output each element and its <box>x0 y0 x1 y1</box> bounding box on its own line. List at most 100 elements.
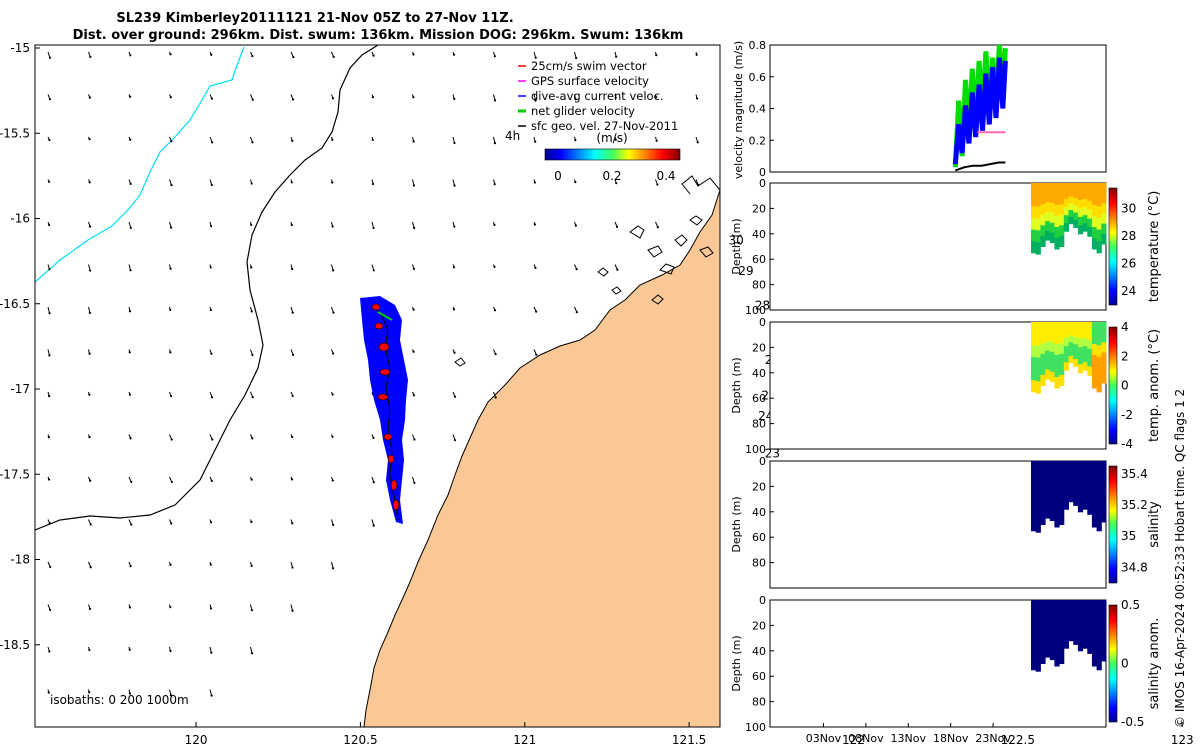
section-cell <box>1035 484 1041 498</box>
section-cell <box>1049 609 1055 621</box>
section-cell <box>1045 499 1051 510</box>
section-cell <box>1068 600 1074 608</box>
section-y-tick-label: 40 <box>752 506 766 519</box>
section-cell <box>1059 235 1065 247</box>
velocity-arrow-head <box>48 98 52 101</box>
section-cell <box>1054 205 1060 217</box>
section-cell <box>1054 461 1060 473</box>
section-cell <box>1040 471 1046 483</box>
map-axes: 120120.5121121.5122122.5123123.5-15-15.5… <box>0 41 1194 747</box>
section-colorbar-tick-label: -0.5 <box>1121 715 1144 729</box>
section-cell <box>1096 600 1102 613</box>
section-cell <box>1059 353 1065 365</box>
section-cell <box>1101 461 1107 472</box>
section-cell <box>1063 493 1069 502</box>
velocity-arrow-head <box>169 308 172 311</box>
velocity-y-axis: 0 0.2 0.4 0.6 0.8 <box>749 39 774 179</box>
section-cell <box>1068 342 1074 350</box>
section-cell <box>1068 335 1074 343</box>
velocity-arrow-head <box>291 609 294 612</box>
section-cell <box>1040 482 1046 494</box>
velocity-arrow-head <box>453 439 457 442</box>
section-cell <box>1087 227 1093 237</box>
day-label: 28 <box>755 298 770 312</box>
section-cell <box>1068 196 1074 204</box>
velocity-arrow-head <box>372 481 375 484</box>
section-cell <box>1054 344 1060 356</box>
velocity-arrow-head <box>574 138 577 142</box>
velocity-arrow-head <box>210 694 213 697</box>
velocity-arrow-head <box>372 436 375 440</box>
velocity-arrow-head <box>89 269 92 272</box>
velocity-arrow-head <box>169 649 172 653</box>
section-cell <box>1073 629 1079 638</box>
velocity-y-tick-label: 0.2 <box>749 134 767 147</box>
section-cell <box>1087 218 1093 228</box>
velocity-arrow-head <box>291 311 294 314</box>
section-cell <box>1049 183 1055 194</box>
section-cell <box>1063 461 1069 470</box>
section-cell <box>1068 355 1074 364</box>
section-cell <box>1045 461 1051 471</box>
map-colorbar-ticks: 0 0.2 0.4 <box>554 169 675 183</box>
section-cell <box>1068 322 1074 330</box>
velocity-arrow-head <box>170 438 173 441</box>
section-cell <box>1045 192 1051 203</box>
section-cell <box>1035 508 1041 521</box>
velocity-arrow-head <box>332 269 335 272</box>
section-cell <box>1031 519 1037 532</box>
section-cell <box>1054 183 1060 195</box>
section-cell <box>1087 357 1093 367</box>
velocity-arrow-head <box>129 138 132 141</box>
section-y-tick-label: 60 <box>752 392 766 405</box>
velocity-arrow-head <box>291 353 295 356</box>
section-cell <box>1101 352 1107 364</box>
velocity-arrow-head <box>88 225 92 228</box>
section-cell <box>1059 183 1065 195</box>
section-cell <box>1059 204 1065 216</box>
section-cell <box>1096 461 1102 474</box>
swim-vector <box>390 479 398 491</box>
section-cell <box>1054 516 1060 528</box>
velocity-arrow-head <box>209 266 212 269</box>
section-cell <box>1049 371 1055 383</box>
section-cell <box>1059 631 1065 643</box>
section-cell <box>1063 330 1069 339</box>
velocity-arrow-head <box>575 311 578 314</box>
velocity-arrow-head <box>494 396 497 399</box>
section-y-tick-label: 40 <box>752 645 766 658</box>
velocity-arrow-head <box>412 140 415 143</box>
section-cell <box>1031 484 1037 497</box>
velocity-arrow-head <box>453 184 456 187</box>
section-cell <box>1054 227 1060 239</box>
section-cell <box>1082 485 1088 494</box>
section-cell <box>1068 620 1074 628</box>
velocity-arrow-head <box>614 96 617 99</box>
section-cell <box>1063 640 1069 649</box>
land-mass <box>363 189 720 727</box>
velocity-arrow-head <box>88 138 91 141</box>
section-cell <box>1073 498 1079 506</box>
section-cell <box>1045 341 1051 352</box>
section-colorbar-tick-label: 4 <box>1121 320 1129 334</box>
section-cell <box>1091 205 1098 217</box>
section-cell <box>1091 461 1098 473</box>
section-cell <box>1049 222 1055 234</box>
section-cell <box>1082 624 1088 633</box>
section-cell <box>1087 183 1093 193</box>
swim-vector <box>371 303 381 311</box>
velocity-arrow-head <box>169 563 172 566</box>
section-cell <box>1054 366 1060 378</box>
swim-vector <box>378 342 390 352</box>
velocity-arrow-head <box>210 97 213 100</box>
section-cell <box>1077 330 1084 340</box>
section-y-tick-label: 60 <box>752 670 766 683</box>
section-cell <box>1087 469 1093 480</box>
swim-vector <box>387 454 395 464</box>
section-cell <box>1096 183 1102 196</box>
section-cell <box>1077 216 1084 226</box>
velocity-arrow-head <box>331 435 334 438</box>
velocity-arrow-head <box>696 141 699 144</box>
section-cell <box>1031 623 1037 636</box>
section-cell <box>1063 322 1069 331</box>
